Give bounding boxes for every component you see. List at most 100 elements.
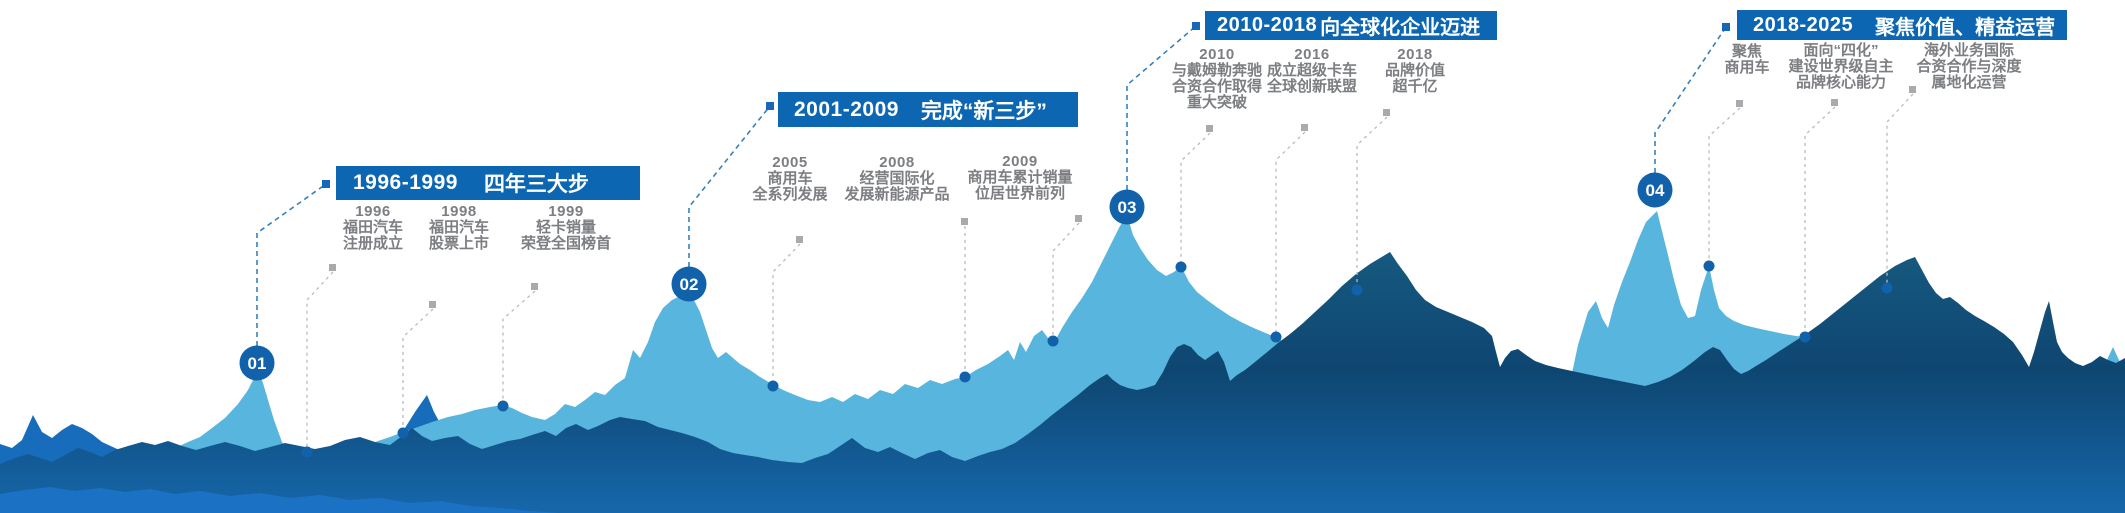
anchor-dot-1996 [301, 446, 313, 458]
milestone-text-line: 商用车 [1724, 59, 1770, 76]
milestone-year: 2016 [1294, 46, 1330, 63]
milestone-2008: 2008 经营国际化 发展新能源产品 [844, 155, 949, 203]
milestone-text-line: 属地化运营 [1931, 74, 2007, 91]
milestone-text-line: 福田汽车 [428, 219, 490, 236]
phase-header-3: 2010-2018 向全球化企业迈进 [1205, 11, 1497, 40]
badge-03-number: 03 [1118, 198, 1137, 217]
milestone-overseas-operations: 海外业务国际 合资合作与深度 属地化运营 [1916, 43, 2021, 91]
badge-01-circle [239, 345, 275, 381]
phase-period: 2001-2009 [794, 97, 899, 121]
phase-header-1: 1996-1999 四年三大步 [336, 166, 640, 200]
milestone-four-modernizations: 面向“四化” 建设世界级自主 品牌核心能力 [1788, 43, 1893, 91]
milestone-year: 2005 [772, 154, 808, 171]
milestone-text-line: 海外业务国际 [1923, 42, 2015, 59]
phase-title: 向全球化企业迈进 [1320, 17, 1481, 39]
milestone-text-line: 与戴姆勒奔驰 [1171, 62, 1263, 79]
connector-1999 [502, 290, 536, 406]
milestone-text-line: 建设世界级自主 [1788, 58, 1894, 75]
milestone-text-line: 股票上市 [428, 235, 490, 252]
milestone-text-line: 全系列发展 [752, 186, 828, 203]
badge-04-circle [1637, 172, 1673, 208]
connector-square-1999 [531, 283, 538, 290]
phase-title: 四年三大步 [483, 173, 589, 196]
connector-square-2008 [961, 218, 968, 225]
connector-square-2016 [1301, 124, 1308, 131]
anchor-dots [301, 260, 1893, 458]
milestone-focus-commercial-vehicles: 聚焦 商用车 [1724, 44, 1769, 76]
phase1-connector [256, 183, 327, 346]
milestone-year: 2008 [879, 154, 915, 171]
connector-square-1996 [329, 264, 336, 271]
milestone-text-line: 商用车 [767, 170, 813, 187]
phase-title: 聚焦价值、精益运营 [1875, 16, 2056, 39]
milestone-text-line: 福田汽车 [342, 219, 404, 236]
connector-square-2018 [1383, 109, 1390, 116]
milestone-1996: 1996 福田汽车 注册成立 [343, 204, 403, 252]
badge-04-number: 04 [1646, 181, 1665, 200]
milestone-2016: 2016 成立超级卡车 全球创新联盟 [1267, 47, 1357, 95]
connector-square-1998 [429, 301, 436, 308]
connector-2016 [1275, 131, 1306, 337]
milestone-text-line: 荣登全国榜首 [520, 235, 612, 252]
anchor-dot-1999 [497, 400, 509, 412]
milestone-text-line: 经营国际化 [859, 170, 935, 187]
connector-square-overseas [1909, 86, 1916, 93]
anchor-dot-overseas [1881, 282, 1893, 294]
connector-focus [1708, 107, 1741, 266]
milestone-year: 1998 [441, 203, 477, 220]
milestone-1998: 1998 福田汽车 股票上市 [429, 204, 489, 252]
badge-02-circle [671, 266, 707, 302]
badge-03-circle [1109, 189, 1145, 225]
connector-1998 [402, 308, 434, 433]
connector-four-modernizations [1804, 106, 1836, 337]
connector-square-2009 [1075, 215, 1082, 222]
connector-1996 [306, 271, 334, 452]
badge-02-number: 02 [680, 275, 699, 294]
phase-period: 2010-2018 [1217, 14, 1318, 36]
phase2-connector-square [766, 102, 774, 110]
connector-2010 [1180, 132, 1211, 267]
phase-title: 完成“新三步” [920, 99, 1047, 123]
connector-overseas [1886, 93, 1914, 288]
milestone-2009: 2009 商用车累计销量 位居世界前列 [967, 154, 1072, 202]
phase2-connector [688, 105, 771, 267]
milestone-text-line: 商用车累计销量 [967, 169, 1073, 186]
phase3-connector-square [1192, 22, 1200, 30]
milestone-year: 2010 [1199, 46, 1235, 63]
milestone-text-line: 注册成立 [342, 235, 404, 252]
milestone-text-line: 合资合作与深度 [1916, 58, 2022, 75]
connector-square-focus [1736, 100, 1743, 107]
bottom-wave [0, 487, 560, 513]
milestone-text-line: 位居世界前列 [974, 185, 1066, 202]
anchor-dot-2009 [1047, 335, 1059, 347]
milestone-year: 1999 [548, 203, 584, 220]
milestone-text-line: 合资合作取得 [1171, 78, 1263, 95]
phase-period: 1996-1999 [353, 171, 458, 194]
milestone-text-line: 全球创新联盟 [1266, 78, 1358, 95]
phase3-connector [1126, 25, 1197, 190]
mountain-range [0, 211, 2125, 513]
connector-2009 [1052, 222, 1080, 341]
phase4-connector-square [1722, 23, 1730, 31]
milestone-year: 1996 [355, 203, 391, 220]
milestone-2018: 2018 品牌价值 超千亿 [1385, 47, 1445, 95]
milestone-text-line: 轻卡销量 [535, 219, 597, 236]
phase-header-2: 2001-2009 完成“新三步” [778, 92, 1078, 127]
milestone-text-line: 成立超级卡车 [1266, 62, 1358, 79]
anchor-dot-focus [1703, 260, 1715, 272]
milestone-text-line: 品牌价值 [1384, 62, 1446, 79]
phase-connectors [256, 22, 1730, 346]
milestone-text-line: 发展新能源产品 [844, 186, 950, 203]
anchor-dot-2005 [767, 380, 779, 392]
phase1-connector-square [322, 180, 330, 188]
milestone-2010: 2010 与戴姆勒奔驰 合资合作取得 重大突破 [1172, 47, 1262, 111]
milestone-connectors [306, 86, 1916, 452]
anchor-dot-2016 [1270, 331, 1282, 343]
milestone-text-line: 重大突破 [1186, 94, 1248, 111]
milestone-text-line: 品牌核心能力 [1795, 74, 1887, 91]
milestone-year: 2009 [1002, 153, 1038, 170]
anchor-dot-1998 [397, 427, 409, 439]
connector-square-four-modernizations [1831, 99, 1838, 106]
